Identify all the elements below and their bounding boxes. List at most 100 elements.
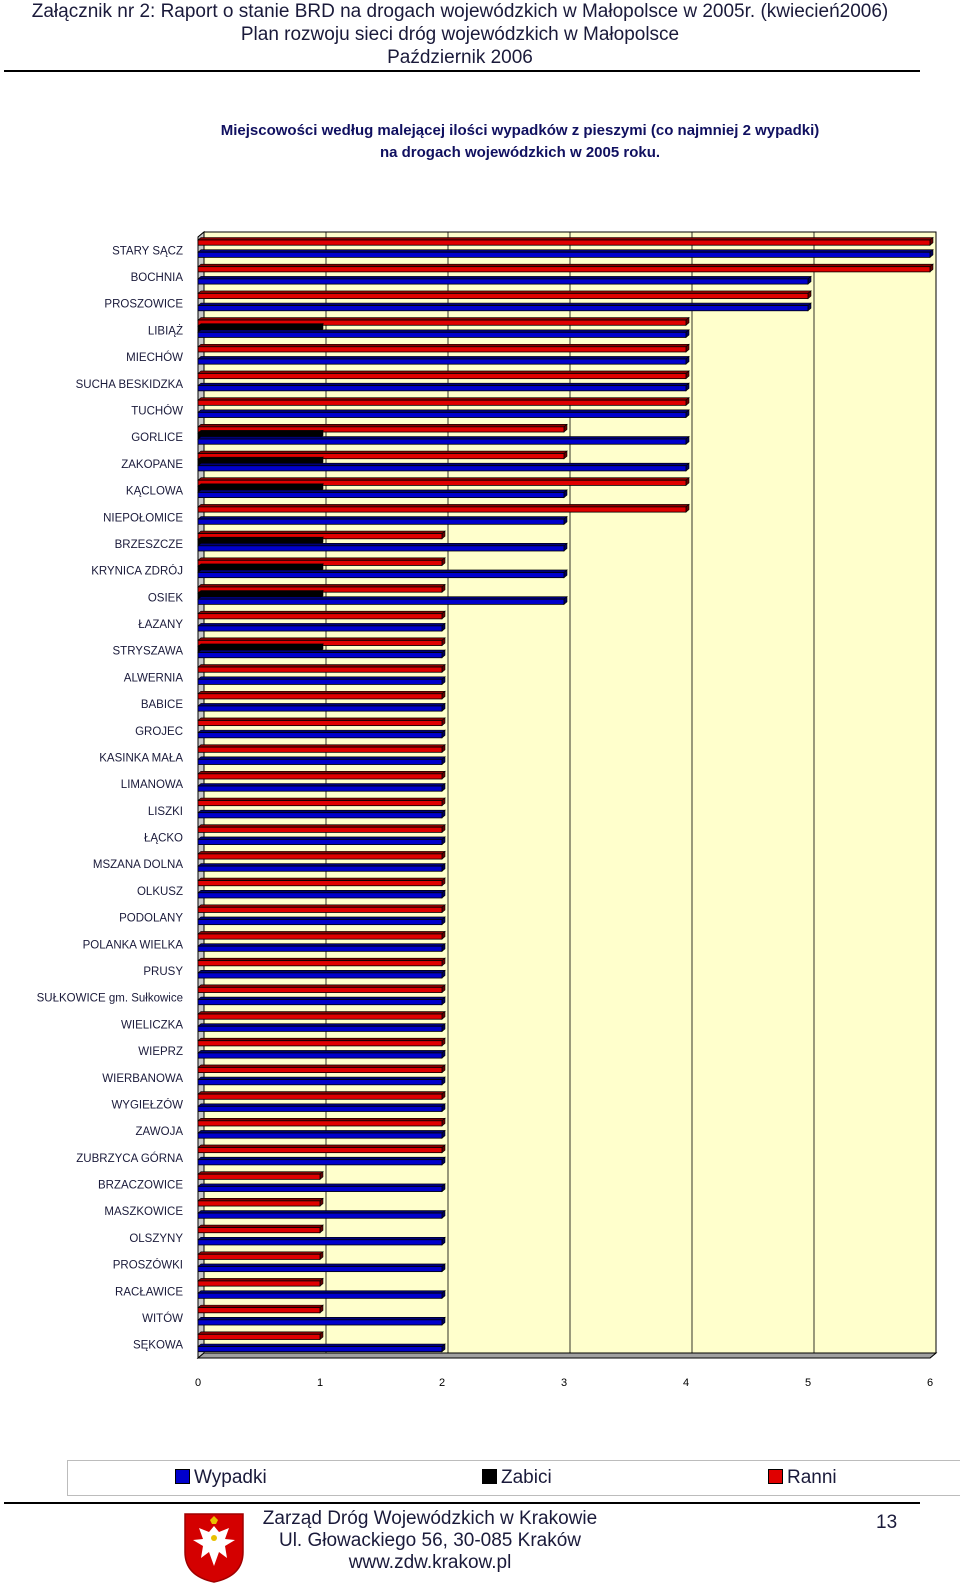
bar-ranni-stary-sącz (197, 239, 931, 246)
bar-wypadki-babice (197, 705, 443, 712)
category-label-wierbanowa: WIERBANOWA (102, 1073, 183, 1085)
category-label-sucha-beskidzka: SUCHA BESKIDZKA (76, 379, 184, 391)
bar-ranni-mszana-dolna (197, 853, 443, 860)
category-label-mszana-dolna: MSZANA DOLNA (93, 859, 183, 871)
category-label-wieliczka: WIELICZKA (121, 1019, 183, 1031)
bar-wypadki-stryszawa (197, 652, 443, 659)
bar-wypadki-liszki (197, 812, 443, 819)
bar-ranni-limanowa (197, 773, 443, 780)
bar-wypadki-olkusz (197, 892, 443, 899)
bar-ranni-wygiełzów (197, 1093, 443, 1100)
header-line-2: Plan rozwoju sieci dróg wojewódzkich w M… (240, 24, 680, 45)
x-tick-label-2: 2 (439, 1377, 445, 1389)
malopolska-coat-of-arms-icon (184, 1513, 244, 1583)
category-label-zawoja: ZAWOJA (136, 1126, 184, 1138)
chart-title-line-1: Miejscowości według malejącej ilości wyp… (220, 122, 820, 139)
category-label-niepołomice: NIEPOŁOMICE (103, 512, 183, 524)
category-label-libiąż: LIBIĄŻ (148, 324, 183, 337)
bar-wypadki-witów (197, 1319, 443, 1326)
bar-ranni-liszki (197, 800, 443, 807)
legend-swatch-ranni (768, 1469, 783, 1484)
category-label-proszówki: PROSZÓWKI (113, 1259, 183, 1272)
bar-ranni-gorlice (197, 426, 565, 433)
bar-wypadki-olszyny (197, 1239, 443, 1246)
bar-wypadki-łazany (197, 625, 443, 632)
bar-wypadki-zubrzyca-górna (197, 1159, 443, 1166)
legend-item-wypadki: Wypadki (175, 1467, 267, 1489)
bar-wypadki-kasinka-mała (197, 758, 443, 765)
bar-ranni-polanka-wielka (197, 933, 443, 940)
footer-line-3: www.zdw.krakow.pl (348, 1552, 512, 1573)
bar-ranni-niepołomice (197, 506, 687, 513)
bar-wypadki-racławice (197, 1292, 443, 1299)
category-label-wygiełzów: WYGIEŁZÓW (111, 1098, 183, 1111)
category-label-liszki: LISZKI (148, 806, 183, 818)
category-label-maszkowice: MASZKOWICE (104, 1206, 183, 1218)
bar-wypadki-wierbanowa (197, 1079, 443, 1086)
bar-ranni-alwernia (197, 666, 443, 673)
bar-ranni-maszkowice (197, 1200, 321, 1207)
header-divider (4, 70, 920, 72)
bar-wypadki-wieprz (197, 1052, 443, 1059)
bar-wypadki-zakopane (197, 465, 687, 472)
bar-wypadki-wieliczka (197, 1025, 443, 1032)
bar-ranni-racławice (197, 1280, 321, 1287)
bar-wypadki-sękowa (197, 1346, 443, 1353)
legend-swatch-wypadki (175, 1469, 190, 1484)
legend-item-zabici: Zabici (482, 1467, 552, 1489)
bar-ranni-zakopane (197, 453, 565, 460)
bar-wypadki-polanka-wielka (197, 945, 443, 952)
category-label-krynica-zdrój: KRYNICA ZDRÓJ (91, 565, 183, 578)
legend-label-ranni: Ranni (787, 1467, 837, 1488)
bar-ranni-zawoja (197, 1120, 443, 1127)
bar-ranni-łazany (197, 613, 443, 620)
bar-wypadki-proszowice (197, 305, 809, 312)
chart-title-line-2: na drogach wojewódzkich w 2005 roku. (379, 144, 661, 161)
bar-ranni-libiąż (197, 319, 687, 326)
bar-wypadki-grojec (197, 732, 443, 739)
bar-wypadki-kąclowa (197, 492, 565, 499)
footer-address: Zarząd Dróg Wojewódzkich w Krakowie Ul. … (230, 1508, 630, 1574)
bar-ranni-wieprz (197, 1040, 443, 1047)
chart-legend: Wypadki Zabici Ranni (67, 1460, 960, 1496)
bar-ranni-proszówki (197, 1253, 321, 1260)
bar-ranni-sękowa (197, 1333, 321, 1340)
bar-chart: STARY SĄCZ BOCHNIA PROSZOWICE LIBIĄŻ MIECHÓW… (37, 230, 938, 1389)
category-label-babice: BABICE (141, 699, 184, 711)
category-label-zakopane: ZAKOPANE (121, 459, 183, 471)
bar-wypadki-libiąż (197, 331, 687, 338)
legend-label-zabici: Zabici (501, 1467, 552, 1488)
category-label-podolany: PODOLANY (119, 913, 183, 925)
category-label-limanowa: LIMANOWA (121, 779, 184, 791)
x-tick-label-4: 4 (683, 1377, 689, 1389)
bar-wypadki-łącko (197, 838, 443, 845)
bar-ranni-kasinka-mała (197, 746, 443, 753)
x-tick-label-5: 5 (805, 1377, 811, 1389)
category-label-stary-sącz: STARY SĄCZ (112, 245, 183, 257)
category-label-brzaczowice: BRZACZOWICE (98, 1180, 183, 1192)
category-label-łazany: ŁAZANY (138, 619, 183, 631)
category-label-tuchów: TUCHÓW (131, 404, 183, 417)
category-label-osiek: OSIEK (148, 592, 183, 604)
bar-wypadki-alwernia (197, 678, 443, 685)
category-label-sękowa: SĘKOWA (133, 1340, 183, 1352)
category-label-bochnia: BOCHNIA (131, 272, 184, 284)
bar-wypadki-limanowa (197, 785, 443, 792)
category-label-brzeszcze: BRZESZCZE (115, 539, 184, 551)
bar-ranni-kąclowa (197, 479, 687, 486)
bar-wypadki-tuchów (197, 411, 687, 418)
category-label-grojec: GROJEC (135, 726, 183, 738)
bar-ranni-wierbanowa (197, 1067, 443, 1074)
page-header: Załącznik nr 2: Raport o stanie BRD na d… (0, 0, 920, 69)
category-label-kąclowa: KĄCLOWA (126, 486, 183, 498)
plot-floor (196, 1352, 938, 1359)
x-tick-label-1: 1 (317, 1377, 323, 1389)
bar-wypadki-osiek (197, 598, 565, 605)
bar-ranni-olkusz (197, 880, 443, 887)
bar-ranni-witów (197, 1307, 321, 1314)
category-label-racławice: RACŁAWICE (115, 1286, 183, 1298)
bar-ranni-brzaczowice (197, 1173, 321, 1180)
category-label-polanka-wielka: POLANKA WIELKA (83, 939, 184, 951)
bar-wypadki-proszówki (197, 1266, 443, 1273)
bar-wypadki-gorlice (197, 438, 687, 445)
